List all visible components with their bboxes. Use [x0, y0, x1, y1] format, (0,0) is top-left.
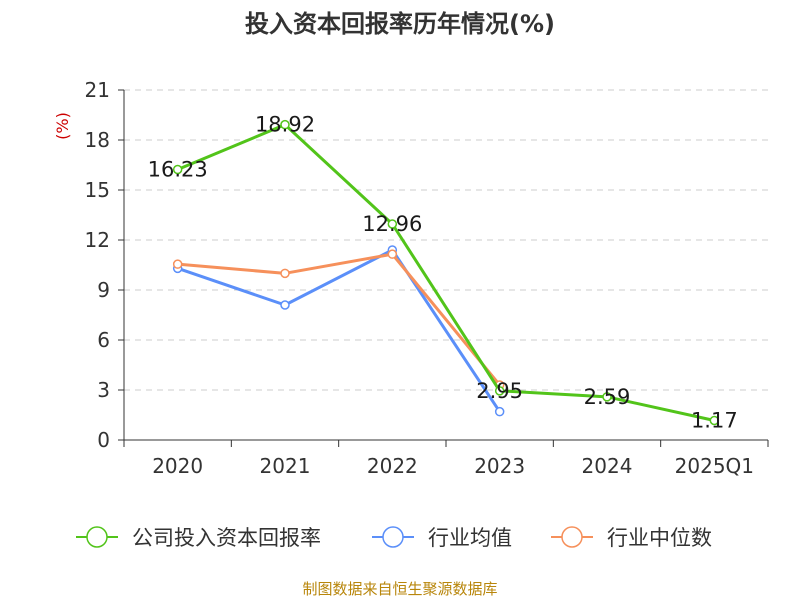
- y-tick-label: 15: [85, 178, 110, 202]
- series-line: [177, 123, 715, 422]
- data-point: [494, 406, 505, 417]
- legend-marker: [382, 526, 404, 548]
- data-point: [172, 259, 183, 269]
- legend-marker: [86, 526, 108, 548]
- x-tick-label: 2024: [582, 454, 633, 478]
- data-label: 12.96: [362, 212, 422, 236]
- source-note: 制图数据来自恒生聚源数据库: [302, 580, 497, 598]
- series-line: [177, 252, 501, 386]
- x-tick-label: 2022: [367, 454, 418, 478]
- y-tick-label: 9: [97, 278, 110, 302]
- data-point: [280, 300, 290, 310]
- data-point: [494, 386, 505, 396]
- y-tick-label: 21: [85, 78, 110, 102]
- data-label: 1.17: [691, 409, 738, 433]
- y-tick-label: 12: [85, 228, 110, 252]
- y-tick-label: 18: [85, 128, 110, 152]
- series-line: [177, 248, 501, 413]
- data-point: [387, 219, 398, 229]
- data-point: [280, 268, 290, 279]
- data-point: [172, 164, 183, 175]
- y-unit-label: (%): [53, 112, 72, 140]
- data-label: 18.92: [255, 113, 315, 137]
- data-point: [602, 392, 612, 402]
- data-label: 2.95: [476, 379, 523, 403]
- data-point: [387, 249, 398, 259]
- x-tick-label: 2021: [260, 454, 311, 478]
- x-tick-label: 2020: [152, 454, 203, 478]
- data-label: 2.59: [584, 385, 631, 409]
- x-tick-label: 2023: [474, 454, 525, 478]
- y-tick-label: 0: [97, 428, 110, 452]
- chart-title: 投入资本回报率历年情况(%): [245, 10, 555, 38]
- legend-label: 公司投入资本回报率: [132, 526, 321, 550]
- data-point: [709, 415, 720, 426]
- data-point: [280, 119, 290, 130]
- legend-item: 公司投入资本回报率: [76, 526, 321, 550]
- legend-label: 行业中位数: [607, 526, 712, 550]
- legend-item: 行业中位数: [551, 526, 712, 550]
- legend-item: 行业均值: [372, 526, 512, 550]
- legend-label: 行业均值: [428, 526, 512, 550]
- legend-marker: [561, 526, 583, 548]
- data-label: 16.23: [148, 158, 208, 182]
- x-tick-label: 2025Q1: [675, 454, 754, 478]
- y-tick-label: 6: [97, 328, 110, 352]
- y-tick-label: 3: [97, 378, 110, 402]
